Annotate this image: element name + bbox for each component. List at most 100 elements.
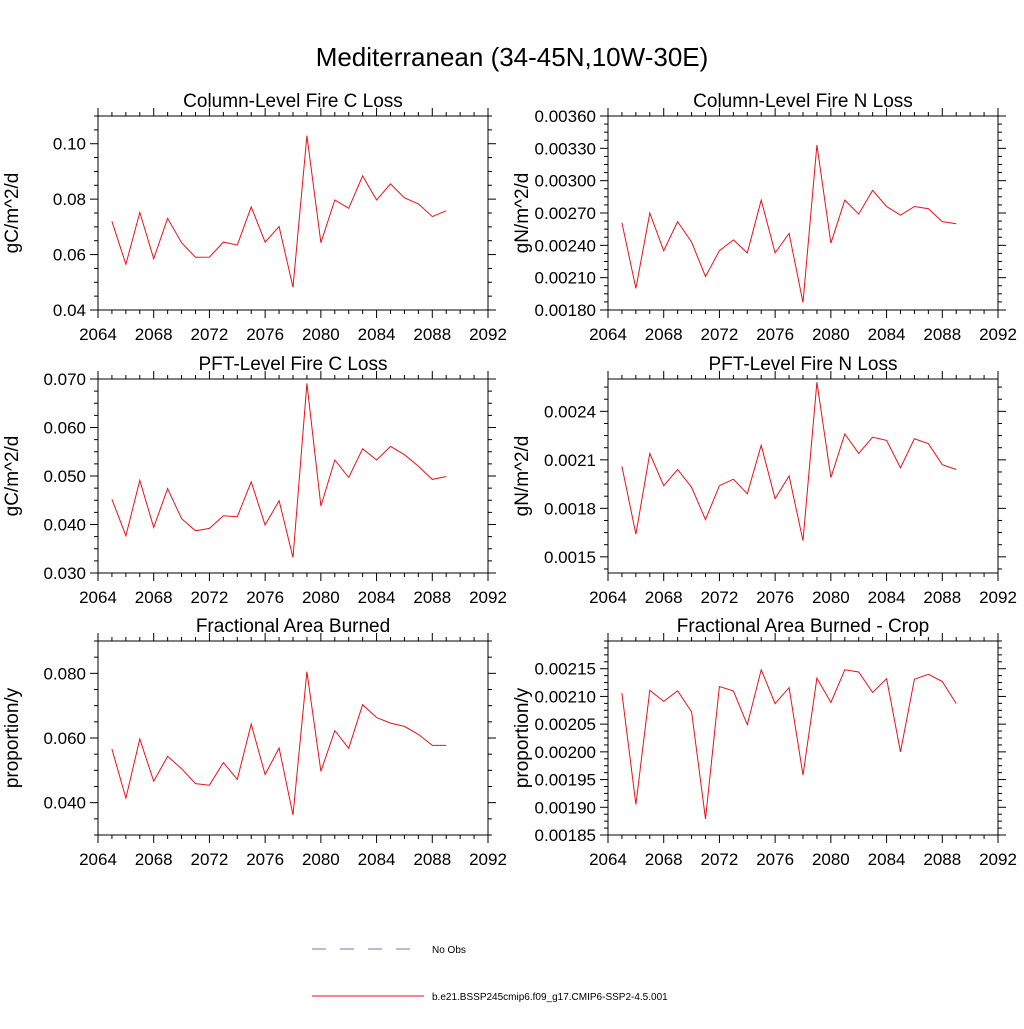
legend: No Obs b.e21.BSSP245cmip6.f09_g17.CMIP6-… [312,945,668,1003]
panel-1: Column-Level Fire C Loss gC/m^2/d 2064 2068… [2,91,507,344]
y-tick-label: 0.04 [53,301,86,320]
panel-title: Column-Level Fire N Loss [693,91,913,112]
x-tick-label: 2068 [645,850,683,869]
panel-title: Fractional Area Burned [196,616,390,637]
y-tick-label: 0.00240 [535,236,596,255]
panel-title: PFT-Level Fire C Loss [199,354,388,375]
x-tick-label: 2076 [246,588,284,607]
plot-frame [607,378,999,574]
panel-4: PFT-Level Fire N Loss gN/m^2/d 2064 2068 207… [512,354,1017,607]
x-tick-label: 2080 [812,588,850,607]
x-tick-label: 2084 [868,850,906,869]
y-tick-label: 0.0015 [544,548,596,567]
y-tick-label: 0.00210 [535,269,596,288]
panels: Column-Level Fire C Loss gC/m^2/d 2064 2068… [2,91,1017,869]
x-tick-label: 2084 [868,588,906,607]
x-tick-label: 2076 [246,850,284,869]
x-tick-label: 2080 [302,588,340,607]
x-tick-label: 2092 [979,850,1017,869]
y-tick-label: 0.00215 [535,660,596,679]
y-tick-label: 0.00185 [535,826,596,845]
plot-frame [607,115,999,311]
series-line [621,668,957,819]
y-tick-label: 0.00195 [535,771,596,790]
plot-frame [97,640,489,836]
panel-title: Fractional Area Burned - Crop [677,616,929,637]
y-tick-label: 0.0021 [544,451,596,470]
plot-frame [97,378,489,574]
y-tick-label: 0.00205 [535,715,596,734]
x-tick-label: 2088 [413,325,451,344]
x-tick-label: 2088 [923,850,961,869]
y-tick-label: 0.0024 [544,402,596,421]
y-axis-label: gN/m^2/d [512,173,533,254]
panel-2: Column-Level Fire N Loss gN/m^2/d 2064 2068… [512,91,1017,344]
x-tick-label: 2068 [135,325,173,344]
x-tick-label: 2084 [358,588,396,607]
y-tick-label: 0.060 [43,729,86,748]
plot-frame [607,640,999,836]
y-tick-label: 0.040 [43,516,86,535]
plot-frame [97,115,489,311]
x-tick-label: 2092 [469,325,507,344]
x-tick-label: 2064 [79,588,117,607]
x-tick-label: 2072 [701,850,739,869]
y-tick-label: 0.00270 [535,204,596,223]
figure-title: Mediterranean (34-45N,10W-30E) [316,42,709,72]
y-axis-label: gC/m^2/d [2,173,23,254]
x-tick-label: 2072 [191,850,229,869]
y-tick-label: 0.08 [53,190,86,209]
x-tick-label: 2088 [413,850,451,869]
y-tick-label: 0.060 [43,419,86,438]
x-tick-label: 2064 [79,850,117,869]
legend-label-model: b.e21.BSSP245cmip6.f09_g17.CMIP6-SSP2-4.… [432,992,668,1003]
y-axis-label: gN/m^2/d [512,436,533,517]
y-tick-label: 0.070 [43,370,86,389]
y-tick-label: 0.00330 [535,139,596,158]
x-tick-label: 2076 [756,325,794,344]
y-tick-label: 0.06 [53,246,86,265]
y-tick-label: 0.030 [43,564,86,583]
x-tick-label: 2092 [979,325,1017,344]
y-tick-label: 0.00360 [535,107,596,126]
x-tick-label: 2068 [645,588,683,607]
y-axis-label: proportion/y [512,687,533,788]
panel-6: Fractional Area Burned - Crop proportion/… [512,616,1017,869]
panel-title: PFT-Level Fire N Loss [709,354,898,375]
x-tick-label: 2080 [812,325,850,344]
x-tick-label: 2088 [413,588,451,607]
x-tick-label: 2064 [589,850,627,869]
y-tick-label: 0.040 [43,794,86,813]
x-tick-label: 2092 [979,588,1017,607]
x-tick-label: 2068 [135,850,173,869]
y-axis-label: proportion/y [2,687,23,788]
series-line [111,135,447,288]
x-tick-label: 2076 [246,325,284,344]
x-tick-label: 2072 [191,325,229,344]
x-tick-label: 2080 [302,850,340,869]
y-tick-label: 0.080 [43,664,86,683]
y-tick-label: 0.00180 [535,301,596,320]
x-tick-label: 2080 [812,850,850,869]
x-tick-label: 2064 [79,325,117,344]
x-tick-label: 2076 [756,850,794,869]
x-tick-label: 2068 [645,325,683,344]
y-tick-label: 0.00200 [535,743,596,762]
x-tick-label: 2084 [358,850,396,869]
series-line [621,145,957,303]
x-tick-label: 2072 [701,325,739,344]
y-tick-label: 0.10 [53,135,86,154]
x-tick-label: 2080 [302,325,340,344]
panel-3: PFT-Level Fire C Loss gC/m^2/d 2064 2068 207… [2,354,507,607]
x-tick-label: 2088 [923,325,961,344]
y-tick-label: 0.050 [43,467,86,486]
panel-5: Fractional Area Burned proportion/y 2064 20… [2,616,507,869]
y-tick-label: 0.00210 [535,687,596,706]
x-tick-label: 2076 [756,588,794,607]
y-axis-label: gC/m^2/d [2,436,23,517]
x-tick-label: 2068 [135,588,173,607]
legend-label-obs: No Obs [432,945,466,956]
x-tick-label: 2072 [701,588,739,607]
